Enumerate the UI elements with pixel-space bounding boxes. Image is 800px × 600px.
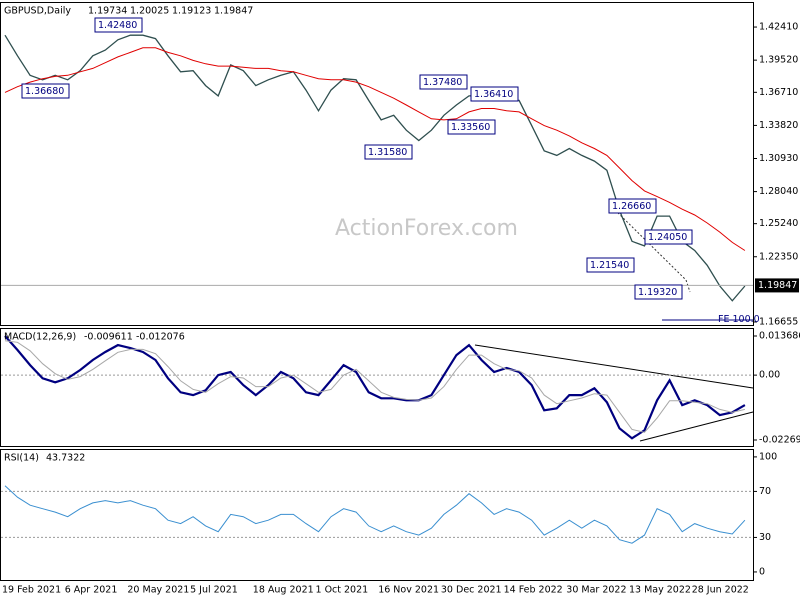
y-tick-label: 1.33820 bbox=[759, 120, 798, 131]
x-tick-label: 6 Apr 2021 bbox=[65, 585, 118, 596]
annotation-box bbox=[634, 284, 683, 300]
trend-line bbox=[474, 344, 754, 389]
annotation-box bbox=[470, 86, 519, 102]
trend-line bbox=[639, 411, 754, 442]
annotation: 1.21540 bbox=[590, 260, 629, 271]
current-price-box bbox=[755, 278, 799, 293]
x-tick-label: 16 Nov 2021 bbox=[378, 585, 439, 596]
annotation: 1.36410 bbox=[474, 89, 513, 100]
series-line bbox=[4, 340, 746, 433]
series-line bbox=[4, 335, 746, 440]
x-tick-label: 14 Feb 2022 bbox=[504, 585, 563, 596]
x-tick-label: 1 Oct 2021 bbox=[316, 585, 369, 596]
x-tick-label: 18 Aug 2021 bbox=[253, 585, 314, 596]
x-tick-label: 30 Mar 2022 bbox=[566, 585, 626, 596]
annotation-box bbox=[586, 257, 635, 273]
panel-title: GBPUSD,Daily bbox=[4, 6, 71, 17]
macd-panel bbox=[0, 328, 754, 447]
y-tick-label: 0.00 bbox=[759, 370, 780, 381]
y-tick-label: 30 bbox=[759, 532, 771, 543]
y-tick-label: 1.16655 bbox=[759, 316, 798, 327]
readout: 1.19847 bbox=[214, 6, 253, 17]
y-tick-label: 1.25240 bbox=[759, 218, 798, 229]
panel-title: RSI(14) bbox=[4, 453, 39, 464]
annotation: 1.37480 bbox=[423, 77, 462, 88]
projection-line bbox=[611, 206, 691, 293]
annotation: 1.24050 bbox=[648, 232, 687, 243]
annotation: 1.33560 bbox=[451, 122, 490, 133]
annotation: 1.42480 bbox=[98, 20, 137, 31]
y-tick-label: 1.30930 bbox=[759, 153, 798, 164]
readout: -0.009611 bbox=[84, 332, 133, 343]
x-tick-label: 20 May 2021 bbox=[127, 585, 189, 596]
readout: -0.012076 bbox=[136, 332, 185, 343]
current-price-label: 1.19847 bbox=[758, 280, 797, 291]
readout: 1.19123 bbox=[172, 6, 211, 17]
annotation-box bbox=[608, 198, 657, 214]
annotation: 1.36680 bbox=[25, 86, 64, 97]
readout: 43.7322 bbox=[46, 453, 85, 464]
annotation-box bbox=[419, 74, 468, 90]
x-tick-label: 30 Dec 2021 bbox=[441, 585, 502, 596]
y-tick-label: 1.28040 bbox=[759, 186, 798, 197]
annotation-box bbox=[364, 144, 413, 160]
x-tick-label: 13 May 2022 bbox=[629, 585, 691, 596]
annotation-box bbox=[21, 83, 70, 99]
y-tick-label: 1.22350 bbox=[759, 251, 798, 262]
panel-title: MACD(12,26,9) bbox=[4, 332, 76, 343]
y-tick-label: 1.39520 bbox=[759, 55, 798, 66]
y-tick-label: 1.36710 bbox=[759, 87, 798, 98]
readout: 1.19734 bbox=[88, 6, 127, 17]
series-line bbox=[4, 47, 746, 251]
y-tick-label: 0.013686 bbox=[759, 331, 800, 342]
x-tick-label: 28 Jun 2022 bbox=[692, 585, 749, 596]
y-tick-label: -0.022698 bbox=[759, 434, 800, 445]
annotation: FE 100.0 bbox=[718, 314, 760, 325]
series-line bbox=[4, 485, 746, 544]
x-tick-label: 5 Jul 2021 bbox=[190, 585, 238, 596]
x-tick-label: 19 Feb 2021 bbox=[2, 585, 61, 596]
rsi-panel bbox=[0, 449, 754, 581]
watermark: ActionForex.com bbox=[335, 216, 518, 241]
annotation-box bbox=[94, 17, 143, 33]
y-tick-label: 1.42410 bbox=[759, 22, 798, 33]
readout: 1.20025 bbox=[130, 6, 169, 17]
y-tick-label: 100 bbox=[759, 451, 777, 462]
series-line bbox=[4, 34, 746, 302]
y-tick-label: 70 bbox=[759, 486, 771, 497]
y-tick-label: 0 bbox=[759, 566, 765, 577]
annotation-box bbox=[644, 229, 693, 245]
annotation: 1.19320 bbox=[638, 287, 677, 298]
annotation-box bbox=[447, 119, 496, 135]
annotation: 1.26660 bbox=[612, 201, 651, 212]
price-panel bbox=[0, 2, 754, 326]
annotation: 1.31580 bbox=[368, 147, 407, 158]
